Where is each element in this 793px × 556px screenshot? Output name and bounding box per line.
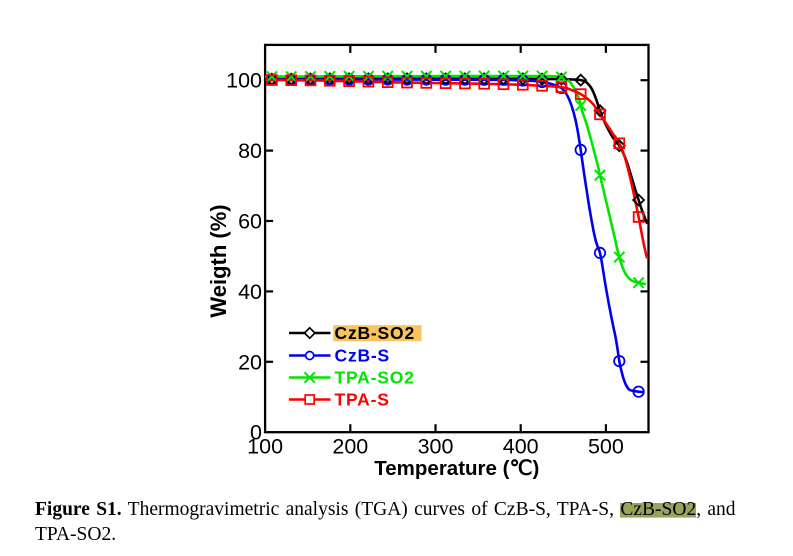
svg-text:40: 40 — [238, 280, 262, 304]
svg-text:80: 80 — [238, 139, 262, 163]
svg-text:0: 0 — [250, 421, 262, 445]
svg-text:Temperature (℃): Temperature (℃) — [374, 457, 539, 480]
svg-text:Weigth (%): Weigth (%) — [206, 204, 231, 317]
svg-text:200: 200 — [332, 435, 368, 459]
svg-text:300: 300 — [418, 435, 454, 459]
svg-text:CzB-S: CzB-S — [335, 346, 391, 366]
svg-text:20: 20 — [238, 350, 262, 374]
svg-text:TPA-S: TPA-S — [335, 390, 390, 410]
svg-text:500: 500 — [588, 435, 624, 459]
svg-text:100: 100 — [247, 435, 283, 459]
svg-text:60: 60 — [238, 210, 262, 234]
svg-text:100: 100 — [226, 69, 262, 93]
svg-text:400: 400 — [503, 435, 539, 459]
svg-text:CzB-SO2: CzB-SO2 — [335, 323, 415, 343]
svg-text:TPA-SO2: TPA-SO2 — [335, 368, 415, 388]
